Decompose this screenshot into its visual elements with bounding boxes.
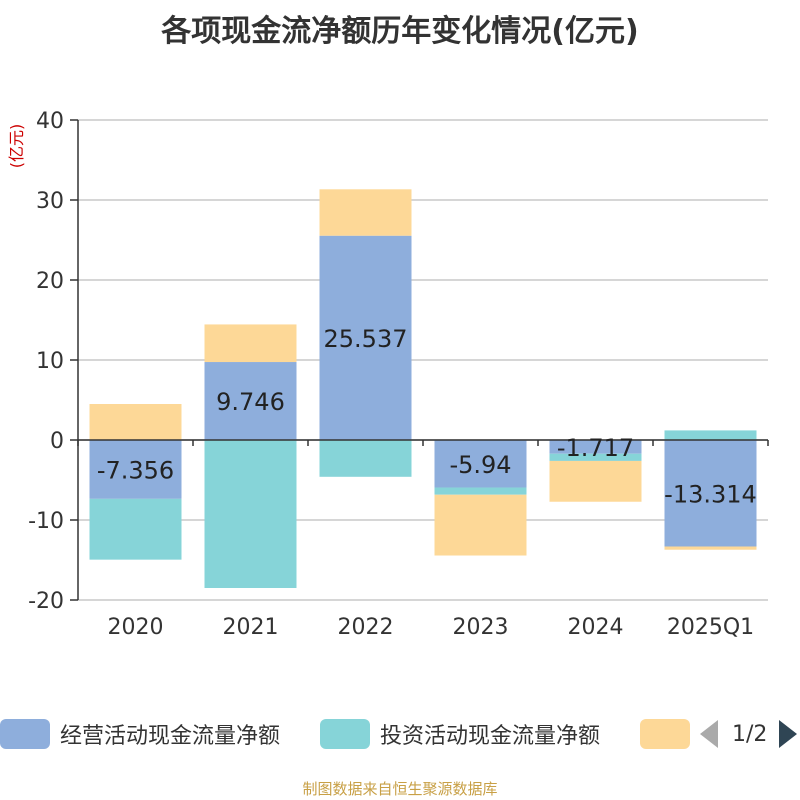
bar-2020-series-1 xyxy=(89,498,182,560)
data-label-2024: -1.717 xyxy=(557,434,634,462)
bar-2025Q1-series-1 xyxy=(664,430,757,440)
legend-swatch-investing xyxy=(320,719,370,749)
bar-2023-series-0 xyxy=(434,440,527,488)
legend-pager: 1/2 xyxy=(700,716,798,752)
y-tick-label: 10 xyxy=(36,349,64,374)
x-tick-label-2025Q1: 2025Q1 xyxy=(667,615,754,640)
x-tick-label-2020: 2020 xyxy=(108,615,164,640)
bar-2021-series-2 xyxy=(204,324,297,363)
data-label-2025Q1: -13.314 xyxy=(664,480,757,508)
bar-2020-series-2 xyxy=(89,404,182,440)
data-label-2022: 25.537 xyxy=(324,325,408,353)
bar-2022-series-2 xyxy=(319,189,412,236)
y-tick-label: -10 xyxy=(28,509,64,534)
bar-chart: -20 -10 0 10 20 30 40 (亿元) 2020 2021 2022 2023 2024 2… xyxy=(7,109,769,640)
chart-title: 各项现金流净额历年变化情况(亿元) xyxy=(161,14,639,49)
y-tick-label: 40 xyxy=(36,109,64,134)
legend-page-indicator: 1/2 xyxy=(732,721,768,747)
bar-2025Q1-series-0 xyxy=(664,440,757,547)
bar-2024-series-0 xyxy=(549,440,642,454)
data-label-2020: -7.356 xyxy=(97,456,174,484)
legend-item-third-series[interactable] xyxy=(640,716,700,752)
bar-2020-series-0 xyxy=(89,440,182,499)
bar-2023-series-2 xyxy=(434,494,527,556)
y-tick-label: 0 xyxy=(50,429,64,454)
bar-2024-series-2 xyxy=(549,460,642,502)
legend: 经营活动现金流量净额 投资活动现金流量净额 1/2 xyxy=(0,716,800,752)
bar-2021-series-1 xyxy=(204,440,297,588)
legend-item-investing[interactable]: 投资活动现金流量净额 xyxy=(320,716,600,752)
bar-2022-series-1 xyxy=(319,440,412,477)
y-tick-label: 30 xyxy=(36,189,64,214)
legend-label-operating: 经营活动现金流量净额 xyxy=(60,724,281,749)
data-label-2021: 9.746 xyxy=(216,388,285,416)
x-tick-label-2022: 2022 xyxy=(338,615,394,640)
data-label-2023: -5.94 xyxy=(449,451,511,479)
bar-2024-series-1 xyxy=(549,453,642,461)
bar-2022-series-0 xyxy=(319,235,412,440)
axis-layer: -20 -10 0 10 20 30 40 (亿元) 2020 2021 2022 2023 2024 2… xyxy=(7,109,769,640)
legend-next-page-icon[interactable] xyxy=(779,720,798,748)
x-tick-label-2023: 2023 xyxy=(453,615,509,640)
legend-prev-page-icon[interactable] xyxy=(700,720,718,748)
label-layer: -7.356 9.746 25.537 -5.94 -1.717 -13.314 xyxy=(97,325,757,508)
legend-swatch-third-series xyxy=(640,719,690,749)
x-tick-label-2024: 2024 xyxy=(568,615,624,640)
bar-2023-series-1 xyxy=(434,487,527,495)
x-tick-label-2021: 2021 xyxy=(223,615,279,640)
y-tick-label: -20 xyxy=(28,589,64,614)
y-axis-unit-label: (亿元) xyxy=(7,124,26,169)
bar-2025Q1-series-2 xyxy=(664,546,757,550)
legend-swatch-operating xyxy=(0,719,50,749)
bar-layer xyxy=(89,189,757,588)
legend-label-investing: 投资活动现金流量净额 xyxy=(380,724,601,749)
legend-item-operating[interactable]: 经营活动现金流量净额 xyxy=(0,716,280,752)
data-source-note: 制图数据来自恒生聚源数据库 xyxy=(302,780,498,798)
y-tick-label: 20 xyxy=(36,269,64,294)
bar-2021-series-0 xyxy=(204,362,297,440)
